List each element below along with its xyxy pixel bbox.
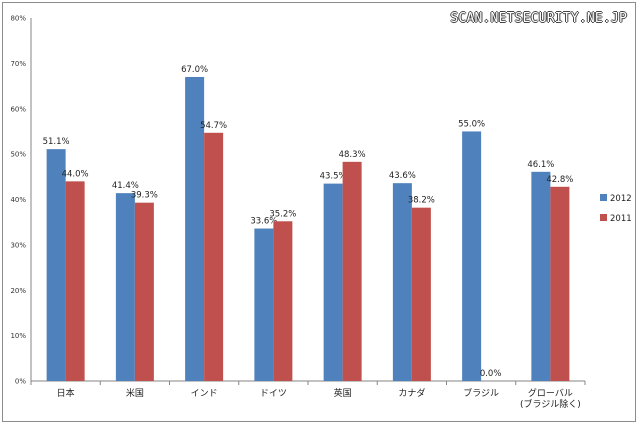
y-tick-label: 50% [10, 151, 26, 159]
category-label: グローバル [528, 387, 573, 399]
bar-2011 [134, 202, 154, 381]
bar-2011 [65, 181, 85, 381]
bar-2011 [411, 207, 431, 381]
bar-2012 [115, 193, 135, 381]
chart-frame: 0% 10% 20% 30% 40% 50% 60% 70% 80% 51.1% 44.0% 日本 41… [2, 2, 636, 422]
data-label-2011: 44.0% [62, 169, 89, 179]
legend-label-2012: 2012 [610, 194, 632, 204]
data-label-2011: 35.2% [269, 209, 296, 219]
bar-2011 [342, 161, 362, 381]
y-tick-label: 60% [10, 105, 26, 113]
category-label: 英国 [334, 387, 352, 399]
data-label-2012: 46.1% [527, 160, 554, 170]
data-label-2012: 43.6% [389, 171, 416, 181]
y-tick-label: 70% [10, 60, 26, 68]
data-label-2012: 51.1% [43, 137, 70, 147]
bar-2012 [392, 183, 412, 381]
bar-2011 [550, 186, 570, 381]
bar-2012 [185, 76, 205, 382]
y-tick-label: 30% [10, 241, 26, 249]
bar-2012 [531, 171, 551, 381]
bar-2012 [254, 228, 274, 381]
y-tick-label: 10% [10, 332, 26, 340]
y-tick-label: 40% [10, 196, 26, 204]
category-label: インド [191, 389, 218, 399]
category-label: ドイツ [260, 389, 287, 399]
legend-swatch-2011 [600, 214, 607, 221]
data-label-2011: 54.7% [200, 121, 227, 131]
data-label-2011: 39.3% [131, 191, 158, 201]
legend-swatch-2012 [600, 194, 607, 201]
legend-label-2011: 2011 [610, 214, 632, 224]
data-label-2012: 55.0% [458, 119, 485, 129]
data-label-2011: 0.0% [480, 369, 502, 379]
category-label: (ブラジル除く) [520, 398, 581, 410]
data-label-2011: 48.3% [339, 150, 366, 160]
y-tick-label: 20% [10, 287, 26, 295]
category-label: 日本 [57, 387, 75, 399]
data-label-2011: 38.2% [408, 196, 435, 206]
site-watermark: SCAN.NETSECURITY.NE.JP [450, 11, 627, 26]
y-tick-label: 0% [15, 378, 26, 386]
data-label-2012: 67.0% [181, 65, 208, 75]
bar-chart: 0% 10% 20% 30% 40% 50% 60% 70% 80% 51.1% 44.0% 日本 41… [10, 15, 632, 411]
category-label: 米国 [126, 387, 144, 399]
data-label-2011: 42.8% [546, 175, 573, 185]
bar-2012 [462, 131, 482, 381]
bar-2011 [273, 221, 293, 381]
category-label: ブラジル [463, 387, 499, 399]
data-label-2012: 33.6% [250, 217, 277, 227]
y-tick-label: 80% [10, 15, 26, 23]
category-label: カナダ [398, 387, 425, 399]
data-label-2012: 43.5% [320, 172, 347, 182]
data-label-2012: 41.4% [112, 181, 139, 191]
bar-2011 [204, 132, 224, 381]
bar-2012 [323, 183, 343, 381]
bar-2012 [46, 149, 66, 381]
